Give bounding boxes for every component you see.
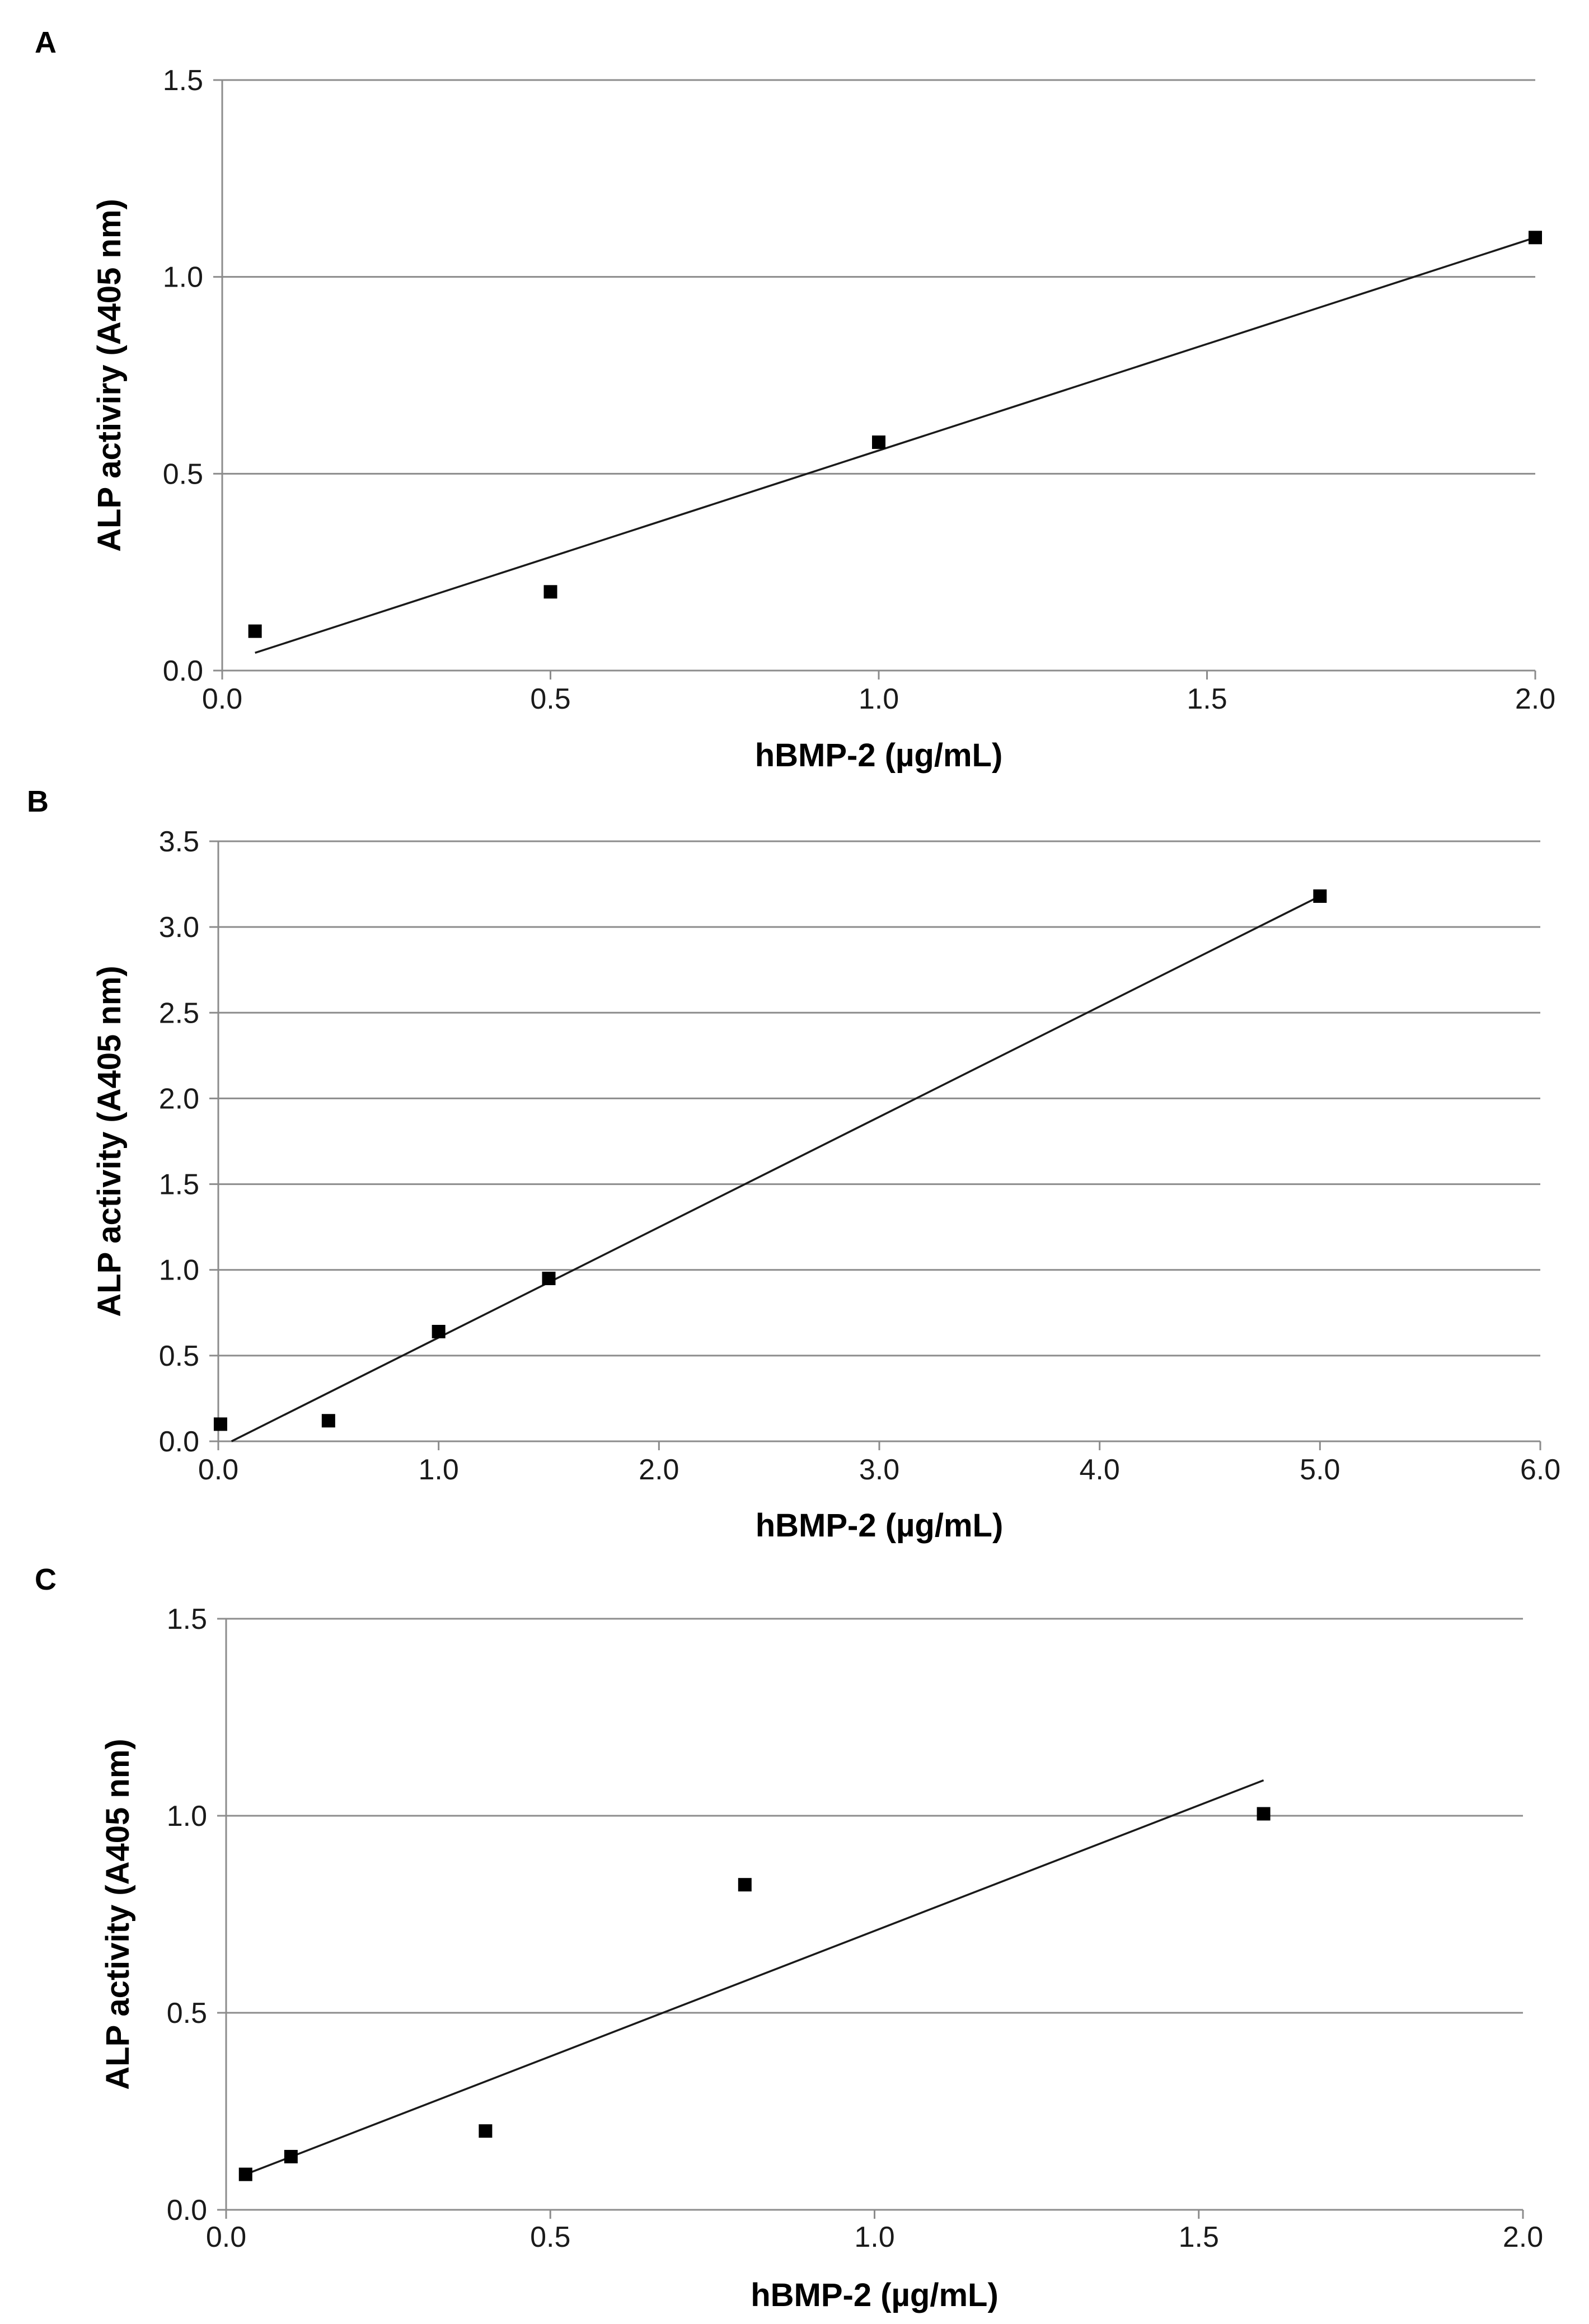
x-tick-label: 1.0: [419, 1454, 459, 1486]
x-tick-label: 0.0: [202, 683, 242, 715]
y-tick-label: 1.0: [159, 1254, 199, 1287]
y-tick-label: 2.5: [159, 997, 199, 1029]
x-tick-label: 0.0: [198, 1454, 238, 1486]
x-axis-title: hBMP-2 (µg/mL): [751, 2277, 999, 2313]
y-tick-label: 0.5: [167, 1997, 207, 2030]
x-tick-label: 6.0: [1520, 1454, 1560, 1486]
data-point: [738, 1878, 752, 1892]
trendline: [255, 236, 1536, 654]
data-point: [432, 1324, 446, 1338]
data-point: [479, 2124, 493, 2138]
panel-c: C 0.0 0.5 1.0 1.5 0.0 0.5 1.0 1.5 2.0 hBMP-2 (µg/m…: [35, 1563, 1543, 2313]
data-point: [321, 1414, 335, 1428]
x-tick-label: 1.0: [854, 2221, 894, 2253]
y-tick-label: 0.5: [163, 458, 203, 490]
data-point: [542, 1272, 556, 1286]
x-tick-label: 1.0: [859, 683, 899, 715]
y-tick-label: 1.0: [167, 1800, 207, 1833]
data-point: [1529, 231, 1542, 245]
data-point: [1313, 889, 1327, 903]
x-tick-label: 0.5: [530, 2221, 570, 2253]
x-axis-title: hBMP-2 (µg/mL): [755, 737, 1003, 774]
data-point: [284, 2149, 298, 2163]
x-tick-label: 2.0: [1515, 683, 1555, 715]
data-point: [543, 585, 557, 599]
trendline: [231, 895, 1321, 1442]
data-point: [213, 1417, 227, 1431]
panel-letter-b: B: [27, 785, 49, 818]
data-point: [1257, 1807, 1271, 1821]
y-tick-label: 0.5: [159, 1340, 199, 1372]
data-point: [248, 624, 262, 638]
panel-letter-c: C: [35, 1563, 57, 1596]
y-axis-title: ALP activity (A405 nm): [100, 1739, 136, 2089]
y-tick-label: 1.5: [163, 64, 203, 97]
x-tick-label: 2.0: [639, 1454, 679, 1486]
y-tick-label: 0.0: [167, 2194, 207, 2227]
y-tick-label: 1.5: [159, 1169, 199, 1201]
y-tick-label: 3.5: [159, 826, 199, 858]
trendline: [245, 1779, 1264, 2176]
x-tick-label: 0.0: [206, 2221, 246, 2253]
y-tick-label: 3.0: [159, 911, 199, 944]
y-axis-title: ALP activiry (A405 nm): [91, 199, 128, 552]
data-point: [872, 435, 885, 449]
y-tick-label: 1.0: [163, 261, 203, 294]
y-tick-label: 1.5: [167, 1603, 207, 1636]
x-axis-title: hBMP-2 (µg/mL): [756, 1507, 1004, 1544]
data-point: [238, 2167, 252, 2181]
x-tick-label: 2.0: [1503, 2221, 1543, 2253]
y-tick-label: 0.0: [163, 655, 203, 687]
y-tick-label: 2.0: [159, 1083, 199, 1115]
panel-a: A 0.0 0.5 1.0 1.5 0.0 0.5 1.0 1.5 2.0 hBMP-2 (µg/m…: [35, 26, 1555, 774]
panel-letter-a: A: [35, 26, 57, 59]
x-tick-label: 3.0: [859, 1454, 899, 1486]
x-tick-label: 4.0: [1080, 1454, 1120, 1486]
x-tick-label: 1.5: [1179, 2221, 1219, 2253]
x-tick-label: 1.5: [1187, 683, 1227, 715]
y-tick-label: 0.0: [159, 1426, 199, 1458]
panel-b: B 0.0 0.5 1.0 1.5 2.0 2.5 3.0 3.5 0.0 1.0 2.0 3.0 4.0…: [27, 785, 1560, 1544]
y-axis-title: ALP activity (A405 nm): [91, 966, 128, 1316]
x-tick-label: 0.5: [530, 683, 570, 715]
x-tick-label: 5.0: [1300, 1454, 1340, 1486]
